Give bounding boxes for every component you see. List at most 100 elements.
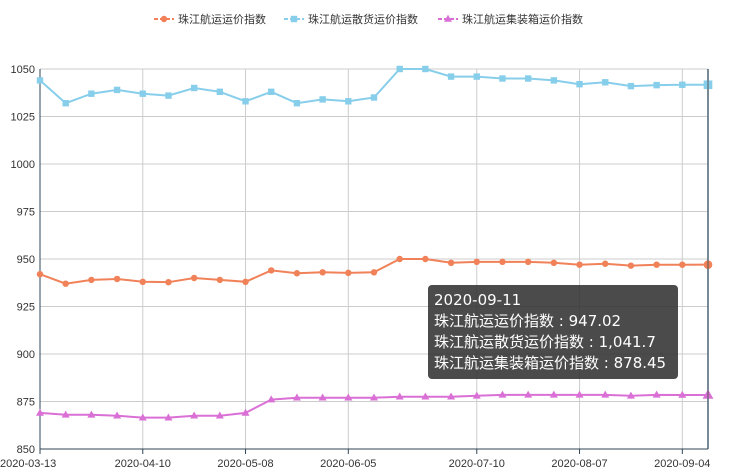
data-point-circle <box>524 258 532 266</box>
y-tick-label: 1000 <box>11 159 35 171</box>
data-point-circle <box>576 261 583 268</box>
y-tick-label: 900 <box>17 349 35 361</box>
legend-item-1[interactable]: 珠江航运运价指数 <box>154 12 266 26</box>
data-point-square <box>345 98 352 105</box>
data-point-circle <box>242 278 249 285</box>
data-point-square <box>627 82 635 90</box>
data-point-triangle <box>318 393 327 401</box>
data-point-triangle <box>138 413 147 421</box>
x-tick-label: 2020-05-08 <box>217 458 273 470</box>
data-point-circle <box>36 271 44 278</box>
tooltip-row-container: 珠江航运集装箱运价指数 : 878.45 <box>434 354 667 372</box>
tooltip-label: 珠江航运运价指数 <box>434 312 555 330</box>
data-point-circle <box>627 262 635 269</box>
legend-marker-triangle <box>444 14 452 22</box>
tooltip: 2020-09-11 珠江航运运价指数 : 947.02 珠江航运散货运价指数 … <box>428 285 678 379</box>
data-point-square <box>422 65 429 73</box>
data-point-triangle <box>61 410 70 418</box>
data-point-square <box>319 96 326 103</box>
data-point-circle <box>319 269 326 276</box>
data-point-circle <box>165 278 172 286</box>
data-point-square <box>396 65 403 73</box>
data-point-square <box>242 98 249 105</box>
data-point-square <box>550 77 558 84</box>
data-point-triangle <box>395 392 404 400</box>
tooltip-label: 珠江航运集装箱运价指数 <box>434 354 600 372</box>
data-point-circle <box>679 261 686 268</box>
data-point-circle <box>370 269 378 276</box>
data-point-triangle <box>36 408 44 416</box>
data-point-square <box>190 84 198 92</box>
data-point-triangle <box>678 390 687 398</box>
data-point-square <box>216 88 224 95</box>
data-point-square <box>447 73 455 80</box>
tooltip-date: 2020-09-11 <box>434 291 522 309</box>
data-point-triangle <box>215 411 224 419</box>
x-tick-label: 2020-06-05 <box>320 458 376 470</box>
x-axis: 2020-03-13 2020-04-10 2020-05-08 2020-06-05… <box>0 448 710 470</box>
data-point-square <box>602 79 609 86</box>
data-point-triangle <box>524 390 533 398</box>
legend-marker-square <box>290 15 298 23</box>
legend-marker-circle <box>160 15 168 23</box>
data-point-square <box>370 94 378 101</box>
y-tick-label: 975 <box>17 207 35 219</box>
data-point-triangle <box>549 390 558 398</box>
tooltip-row-bulk: 珠江航运散货运价指数 : 1,041.7 <box>434 333 656 351</box>
data-point-square <box>268 88 275 95</box>
x-tick-label: 2020-08-07 <box>551 458 607 470</box>
series-3 <box>36 389 714 421</box>
data-point-circle <box>88 276 95 284</box>
data-point-triangle <box>164 413 173 421</box>
data-point-circle <box>190 274 198 282</box>
y-tick-label: 925 <box>17 302 35 314</box>
data-point-square <box>679 81 686 88</box>
legend-item-3[interactable]: 珠江航运集装箱运价指数 <box>438 12 583 26</box>
y-tick-label: 1025 <box>11 112 35 124</box>
data-point-triangle <box>267 395 276 403</box>
data-point-square <box>36 77 44 84</box>
data-point-square <box>473 73 480 80</box>
data-point-circle <box>216 276 224 284</box>
data-point-triangle <box>190 411 199 419</box>
legend-label: 珠江航运散货运价指数 <box>308 12 418 26</box>
data-point-triangle <box>652 390 661 398</box>
data-point-triangle <box>241 408 250 416</box>
tooltip-label: 珠江航运散货运价指数 <box>434 333 585 351</box>
y-tick-label: 875 <box>17 397 35 409</box>
data-point-triangle <box>344 393 353 401</box>
legend[interactable]: 珠江航运运价指数 珠江航运散货运价指数 珠江航运集装箱运价指数 <box>154 12 583 26</box>
tooltip-value: 878.45 <box>613 354 667 372</box>
data-point-triangle <box>498 390 507 398</box>
data-point-triangle <box>447 392 456 400</box>
y-axis: 850 875 900 925 950 975 1000 1025 1050 <box>11 64 41 456</box>
x-tick-label: 2020-09-04 <box>654 458 710 470</box>
y-tick-label: 850 <box>17 444 35 456</box>
data-point-triangle <box>292 393 301 401</box>
data-point-square <box>499 75 506 82</box>
data-point-circle <box>293 270 301 277</box>
x-tick-label: 2020-04-10 <box>115 458 171 470</box>
data-point-triangle <box>370 393 378 401</box>
data-point-square <box>62 100 69 107</box>
data-point-circle <box>602 260 609 267</box>
x-tick-label: 2020-07-10 <box>449 458 505 470</box>
series-2 <box>36 65 713 107</box>
legend-item-2[interactable]: 珠江航运散货运价指数 <box>284 12 418 26</box>
data-point-circle <box>113 275 121 283</box>
data-point-square <box>113 86 121 94</box>
series-1 <box>36 255 713 287</box>
data-point-circle <box>499 258 506 266</box>
data-point-triangle <box>113 411 122 419</box>
data-point-triangle <box>575 390 584 398</box>
data-point-square <box>88 90 95 97</box>
data-point-circle <box>139 278 146 285</box>
x-tick-label: 2020-03-13 <box>0 458 56 470</box>
data-point-circle <box>653 261 660 268</box>
grid-lines <box>39 68 709 450</box>
data-point-triangle <box>472 391 481 399</box>
data-point-circle <box>345 269 352 277</box>
tooltip-value: 947.02 <box>568 312 622 330</box>
y-tick-label: 950 <box>17 254 35 266</box>
data-point-circle <box>422 255 429 263</box>
